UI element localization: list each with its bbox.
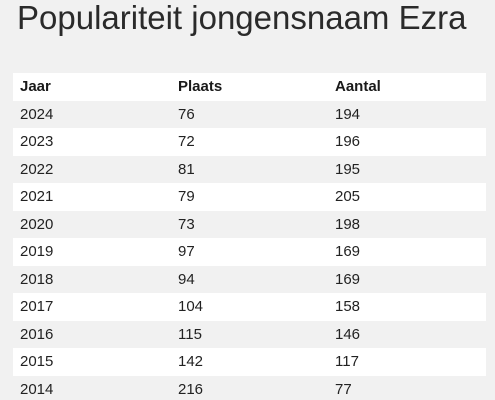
table-row: 2017 104 158: [13, 293, 486, 321]
count-cell: 146: [335, 325, 361, 343]
count-cell: 205: [335, 188, 361, 206]
rank-cell: 94: [178, 270, 195, 288]
year-cell: 2014: [20, 380, 54, 398]
rank-cell: 104: [178, 298, 204, 316]
count-cell: 117: [335, 353, 359, 371]
popularity-table: Jaar Plaats Aantal 2024 76 194 2023 72 1…: [13, 73, 486, 400]
count-cell: 198: [335, 215, 361, 233]
year-cell: 2015: [20, 353, 54, 371]
year-cell: 2023: [20, 133, 54, 151]
count-cell: 158: [335, 298, 361, 316]
page-title: Populariteit jongensnaam Ezra: [17, 0, 467, 36]
rank-cell: 81: [178, 160, 195, 178]
year-cell: 2018: [20, 270, 54, 288]
year-cell: 2016: [20, 325, 54, 343]
rank-cell: 115: [178, 325, 202, 343]
count-cell: 169: [335, 270, 361, 288]
count-cell: 195: [335, 160, 361, 178]
rank-cell: 76: [178, 105, 195, 123]
year-cell: 2019: [20, 243, 54, 261]
table-row: 2022 81 195: [13, 155, 486, 183]
table-header-row: Jaar Plaats Aantal: [13, 73, 486, 101]
table-row: 2020 73 198: [13, 210, 486, 238]
year-cell: 2020: [20, 215, 54, 233]
rank-cell: 79: [178, 188, 195, 206]
table-row: 2018 94 169: [13, 265, 486, 293]
count-cell: 169: [335, 243, 361, 261]
year-cell: 2017: [20, 298, 54, 316]
year-cell: 2024: [20, 105, 54, 123]
count-cell: 194: [335, 105, 361, 123]
table-row: 2015 142 117: [13, 348, 486, 376]
table-row: 2016 115 146: [13, 320, 486, 348]
header-year: Jaar: [20, 78, 51, 96]
year-cell: 2022: [20, 160, 54, 178]
table-row: 2024 76 194: [13, 100, 486, 128]
rank-cell: 72: [178, 133, 195, 151]
table-row: 2023 72 196: [13, 128, 486, 156]
table-row: 2021 79 205: [13, 183, 486, 211]
header-count: Aantal: [335, 78, 381, 96]
rank-cell: 142: [178, 353, 204, 371]
rank-cell: 216: [178, 380, 204, 398]
table-row: 2019 97 169: [13, 238, 486, 266]
header-rank: Plaats: [178, 78, 223, 96]
count-cell: 77: [335, 380, 352, 398]
count-cell: 196: [335, 133, 361, 151]
table-row: 2014 216 77: [13, 375, 486, 400]
year-cell: 2021: [20, 188, 54, 206]
rank-cell: 97: [178, 243, 195, 261]
rank-cell: 73: [178, 215, 195, 233]
